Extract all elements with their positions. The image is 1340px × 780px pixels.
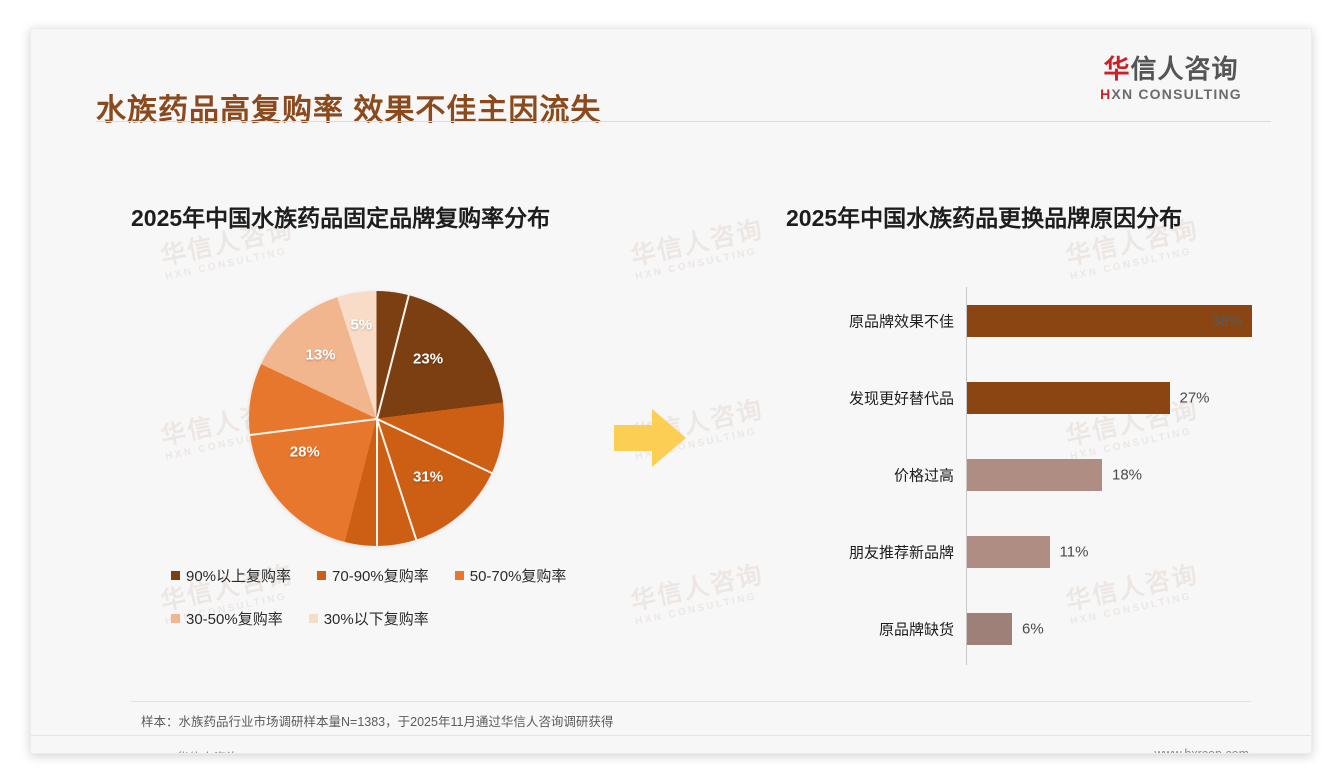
legend-row: 90%以上复购率 70-90%复购率 50-70%复购率: [171, 565, 601, 586]
logo-accent-char: 华: [1103, 54, 1131, 84]
note-divider: [131, 701, 1251, 702]
bar-chart: 原品牌效果不佳 38% 发现更好替代品 27% 价格过高 18% 朋友推荐新品牌 11% 原品牌…: [786, 287, 1286, 679]
pie-slice-label: 13%: [305, 346, 336, 364]
legend-label: 30%以下复购率: [323, 611, 429, 628]
logo-en-accent: H: [1100, 85, 1112, 102]
logo-chinese-rest: 信人咨询: [1130, 54, 1239, 84]
legend-swatch: [171, 571, 180, 580]
pie-chart: 23% 31% 28% 13% 5%: [249, 291, 504, 546]
slide-canvas: 华信人咨询 HXN CONSULTING 华信人咨询 HXN CONSULTING …: [30, 28, 1312, 754]
legend-label: 50-70%复购率: [469, 568, 567, 585]
website-text: www.hxrcon.com: [1154, 747, 1249, 754]
bar-row: 原品牌效果不佳 38%: [786, 305, 1286, 337]
pie-slice-label: 5%: [350, 316, 373, 334]
watermark: 华信人咨询 HXN CONSULTING: [628, 560, 767, 628]
bar-row: 原品牌缺货 6%: [786, 613, 1286, 645]
right-arrow-icon: [614, 407, 686, 469]
bar-row: 发现更好替代品 27%: [786, 382, 1286, 414]
logo-en-rest: XN CONSULTING: [1111, 85, 1242, 102]
bar-rect[interactable]: [967, 305, 1252, 337]
copyright-text: ©2026.1 HXR华信人咨询: [99, 747, 239, 753]
bar-value-label: 11%: [1059, 543, 1089, 561]
bar-value-label: 6%: [1022, 620, 1044, 638]
bar-rect[interactable]: [967, 382, 1170, 414]
source-note: 样本：水族药品行业市场调研样本量N=1383，于2025年11月通过华信人咨询调…: [141, 715, 614, 729]
pie-legend: 90%以上复购率 70-90%复购率 50-70%复购率 30-50%复购率 30%以下…: [171, 565, 601, 651]
bar-value-label: 27%: [1179, 389, 1210, 407]
bar-category-label: 原品牌缺货: [878, 621, 954, 639]
bar-rect[interactable]: [967, 613, 1012, 645]
bar-category-label: 朋友推荐新品牌: [848, 544, 954, 562]
logo-chinese: 华信人咨询: [1071, 55, 1271, 84]
bar-row: 价格过高 18%: [786, 459, 1286, 491]
bar-chart-axis: [966, 287, 967, 665]
watermark: 华信人咨询 HXN CONSULTING: [628, 215, 767, 283]
legend-swatch: [454, 571, 464, 580]
legend-item[interactable]: 30-50%复购率: [171, 608, 283, 629]
pie-slice-label: 28%: [289, 443, 320, 461]
bar-row: 朋友推荐新品牌 11%: [786, 536, 1286, 568]
bar-rect[interactable]: [967, 459, 1102, 491]
bar-category-label: 发现更好替代品: [848, 390, 954, 408]
pie-slice-label: 31%: [413, 468, 444, 486]
bar-value-label: 38%: [1212, 312, 1243, 330]
legend-item[interactable]: 30%以下复购率: [308, 608, 429, 629]
bar-category-label: 价格过高: [893, 467, 954, 485]
bar-rect[interactable]: [967, 536, 1050, 568]
legend-label: 90%以上复购率: [186, 568, 292, 585]
bar-chart-title: 2025年中国水族药品更换品牌原因分布: [786, 205, 1183, 231]
company-logo: 华信人咨询 HXN CONSULTING: [1071, 55, 1271, 102]
legend-swatch: [308, 614, 318, 623]
footer-divider: [31, 735, 1311, 736]
bar-value-label: 18%: [1112, 466, 1143, 484]
legend-item[interactable]: 50-70%复购率: [454, 565, 567, 586]
legend-swatch: [171, 614, 180, 623]
pie-chart-title: 2025年中国水族药品固定品牌复购率分布: [131, 205, 551, 231]
logo-english: HXN CONSULTING: [1071, 86, 1271, 102]
header-divider: [96, 121, 1271, 122]
page-title: 水族药品高复购率 效果不佳主因流失: [96, 94, 602, 127]
legend-item[interactable]: 90%以上复购率: [171, 565, 291, 586]
bar-category-label: 原品牌效果不佳: [848, 313, 954, 331]
legend-swatch: [317, 571, 327, 580]
pie-slice-divider: [375, 418, 378, 546]
legend-item[interactable]: 70-90%复购率: [317, 565, 429, 586]
legend-row: 30-50%复购率 30%以下复购率: [171, 608, 601, 629]
pie-slice-label: 23%: [413, 350, 444, 368]
legend-label: 30-50%复购率: [186, 611, 283, 628]
legend-label: 70-90%复购率: [332, 568, 429, 585]
